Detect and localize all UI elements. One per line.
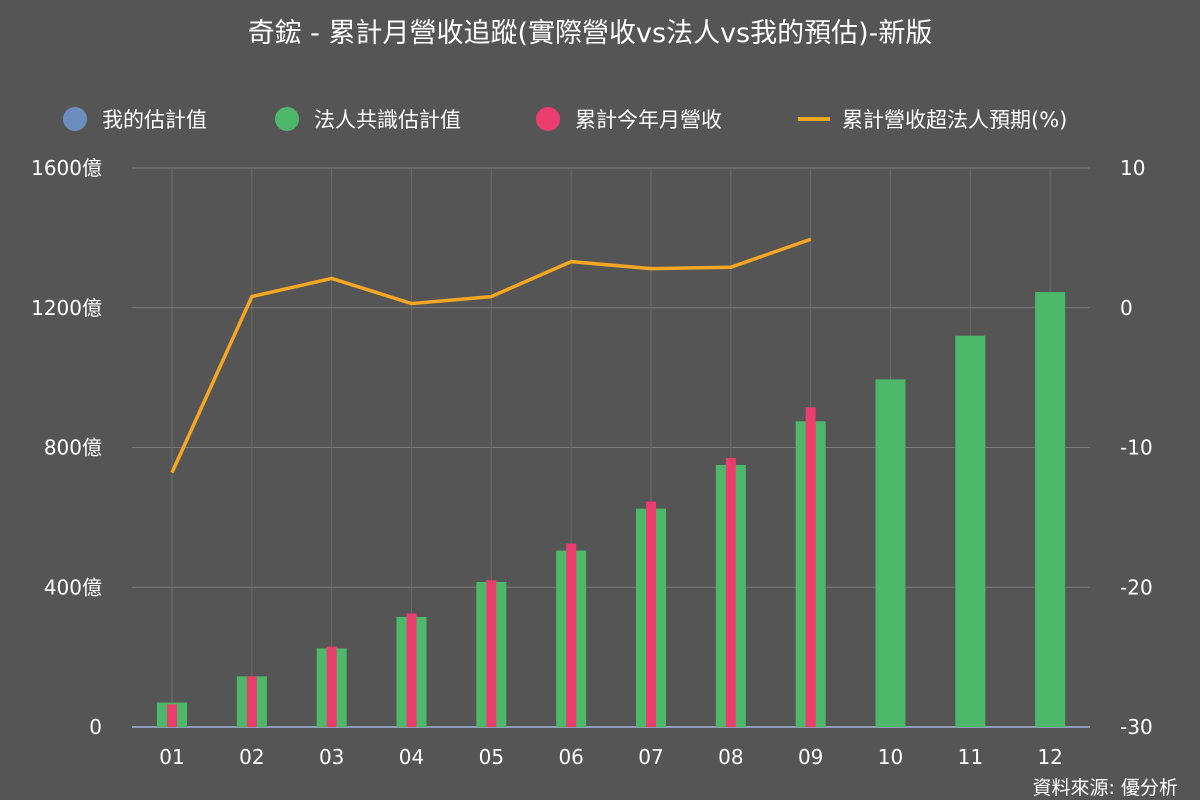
x-tick-label: 11 [958,745,983,769]
x-tick-label: 03 [319,745,344,769]
actual-bar [326,646,337,727]
legend-dot [536,107,560,131]
y-left-tick-label: 1600億 [31,156,102,180]
x-tick-label: 05 [479,745,504,769]
y-right-tick-label: 10 [1120,156,1145,180]
chart-title: 奇鋐 - 累計月營收追蹤(實際營收vs法人vs我的預估)-新版 [248,18,933,49]
actual-bars [167,407,816,727]
legend-dot [275,107,299,131]
x-tick-label: 08 [718,745,743,769]
actual-bar [486,580,497,727]
surprise-line-layer [170,237,812,474]
y-right-tick-label: 0 [1120,296,1133,320]
actual-bar [246,676,257,727]
y-right-tick-label: -30 [1120,715,1153,739]
legend-label: 累計今年月營收 [575,108,722,132]
source-label: 資料來源: 優分析 [1033,777,1178,799]
actual-bar [167,704,177,727]
actual-bar [805,407,816,727]
actual-bar [566,543,577,727]
consensus-bar [875,379,906,727]
legend-dot [63,107,87,131]
legend: 我的估計值 法人共識估計值 累計今年月營收 累計營收超法人預期(%) [63,107,1067,132]
legend-line-marker [798,117,830,121]
x-tick-label: 12 [1037,745,1062,769]
y-right-tick-label: -10 [1120,436,1153,460]
y-left-tick-label: 400億 [44,575,102,599]
y-axis-left: 0 400億 800億 1200億 1600億 [31,156,102,739]
y-left-tick-label: 1200億 [31,296,102,320]
actual-bar [406,613,417,727]
x-tick-label: 02 [239,745,264,769]
y-axis-right: -30 -20 -10 0 10 [1120,156,1153,739]
surprise-line [170,237,812,474]
y-left-tick-label: 0 [89,715,102,739]
grid [132,167,1090,728]
consensus-bar [955,335,986,727]
legend-label: 我的估計值 [102,108,207,132]
actual-bar [646,501,656,727]
x-tick-label: 06 [558,745,583,769]
x-tick-label: 04 [399,745,424,769]
legend-label: 累計營收超法人預期(%) [842,108,1067,132]
consensus-bars [157,292,1066,727]
x-tick-label: 09 [798,745,823,769]
x-tick-label: 07 [638,745,663,769]
x-tick-label: 10 [878,745,903,769]
legend-label: 法人共識估計值 [314,108,461,132]
x-axis: 01 02 03 04 05 06 07 08 09 10 11 12 [159,745,1063,769]
y-left-tick-label: 800億 [44,436,102,460]
y-right-tick-label: -20 [1120,575,1153,599]
actual-bar [725,457,736,727]
consensus-bar [1035,292,1066,727]
x-tick-label: 01 [159,745,184,769]
